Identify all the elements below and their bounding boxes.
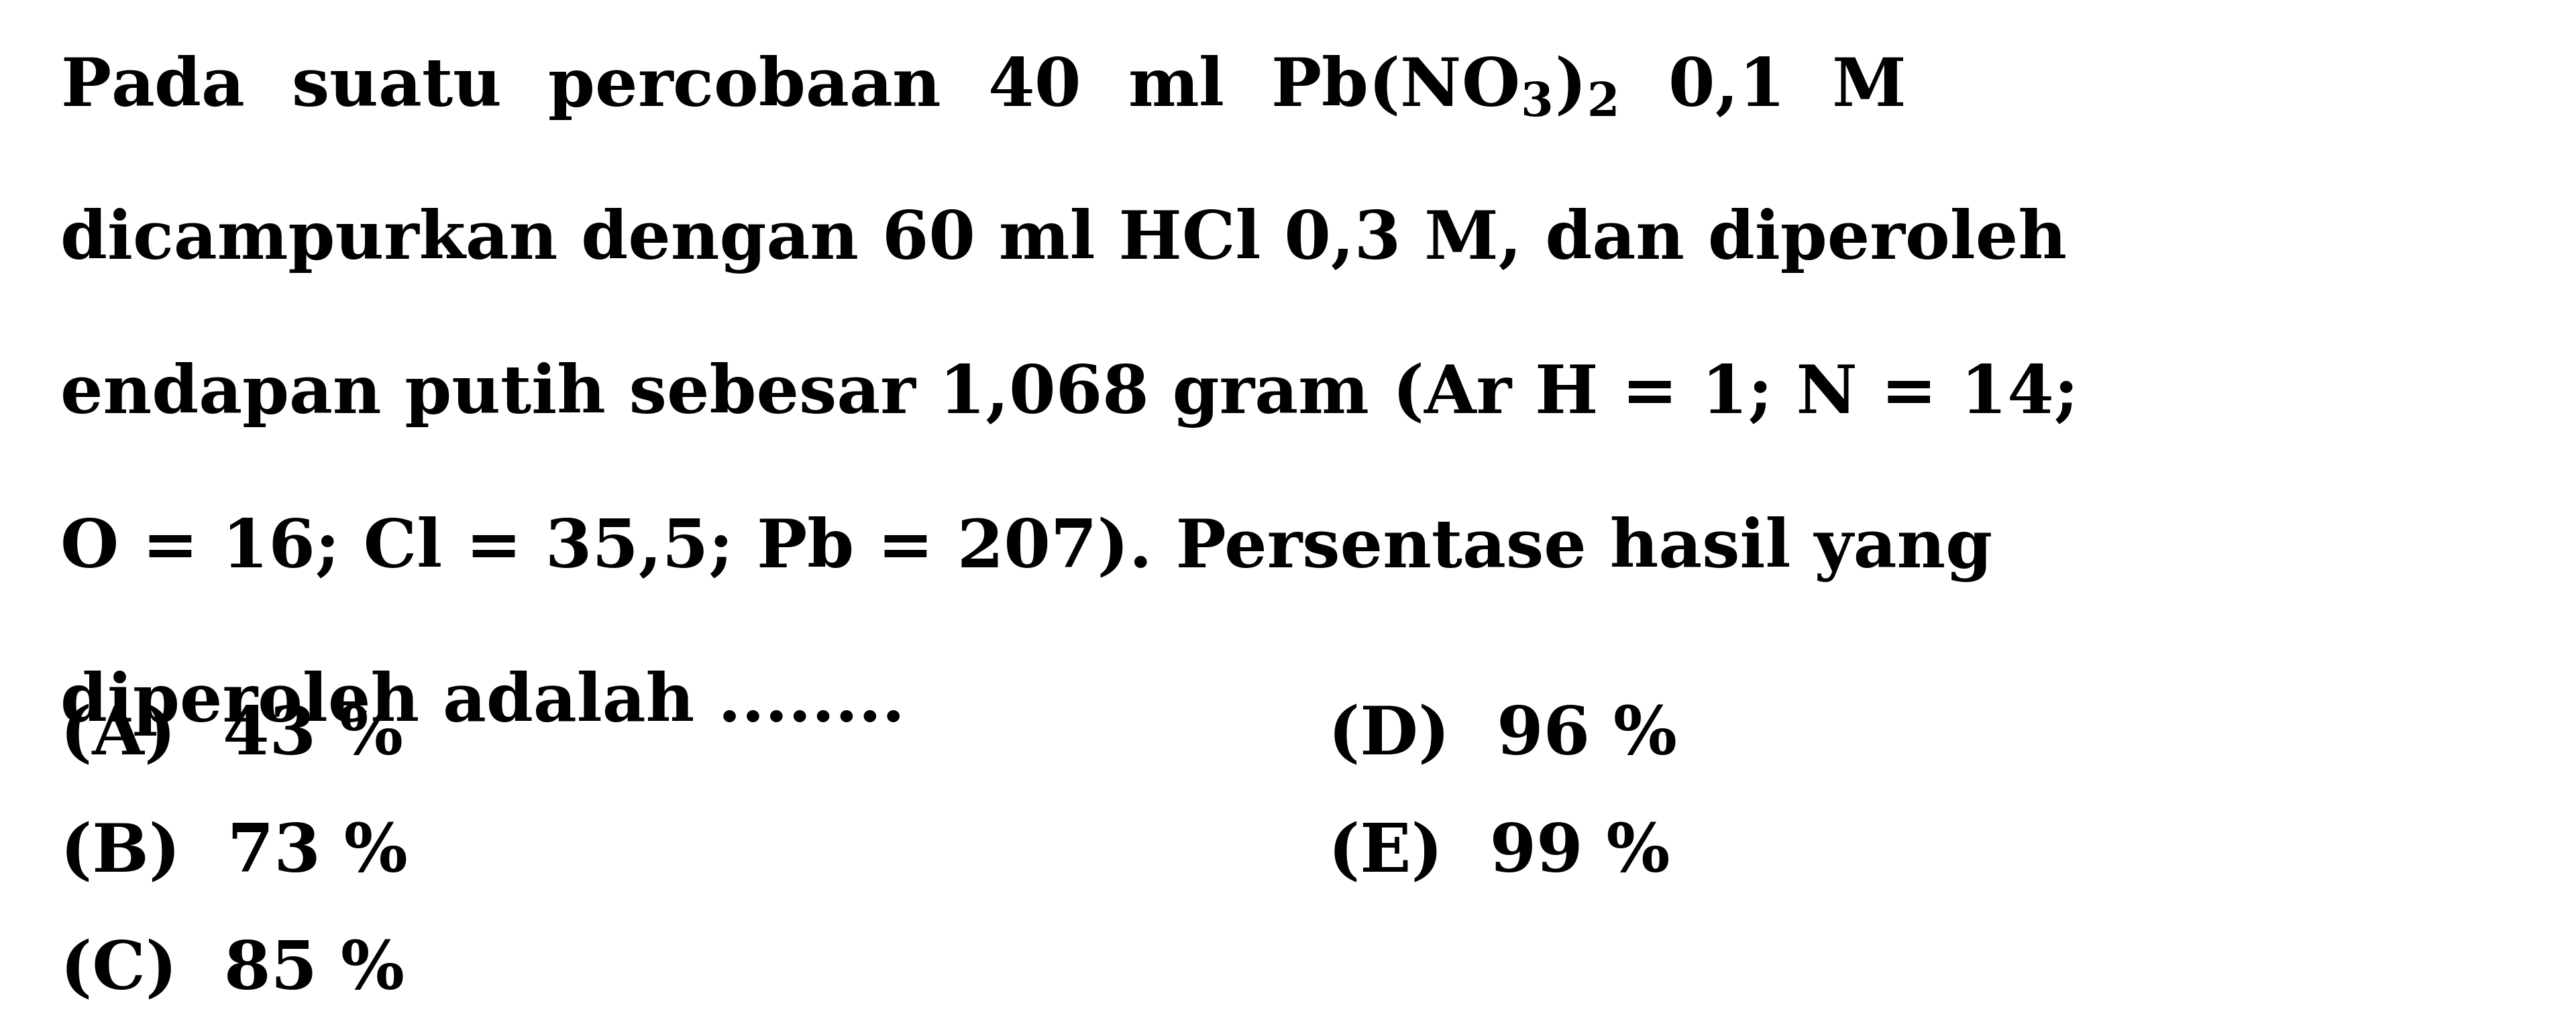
Text: (A)  43 %: (A) 43 % — [59, 705, 404, 769]
Text: diperoleh adalah ........: diperoleh adalah ........ — [59, 671, 904, 735]
Text: (B)  73 %: (B) 73 % — [59, 822, 407, 887]
Text: (E)  99 %: (E) 99 % — [1329, 822, 1669, 887]
Text: (C)  85 %: (C) 85 % — [59, 938, 404, 1004]
Text: dicampurkan dengan 60 ml HCl 0,3 M, dan diperoleh: dicampurkan dengan 60 ml HCl 0,3 M, dan … — [59, 208, 2066, 274]
Text: endapan putih sebesar 1,068 gram (Ar H = 1; N = 14;: endapan putih sebesar 1,068 gram (Ar H =… — [59, 363, 2079, 427]
Text: O = 16; Cl = 35,5; Pb = 207). Persentase hasil yang: O = 16; Cl = 35,5; Pb = 207). Persentase… — [59, 516, 1991, 582]
Text: (D)  96 %: (D) 96 % — [1329, 705, 1677, 769]
Text: Pada  suatu  percobaan  40  ml  Pb(NO$_3$)$_2$  0,1  M: Pada suatu percobaan 40 ml Pb(NO$_3$)$_2… — [59, 54, 1904, 122]
